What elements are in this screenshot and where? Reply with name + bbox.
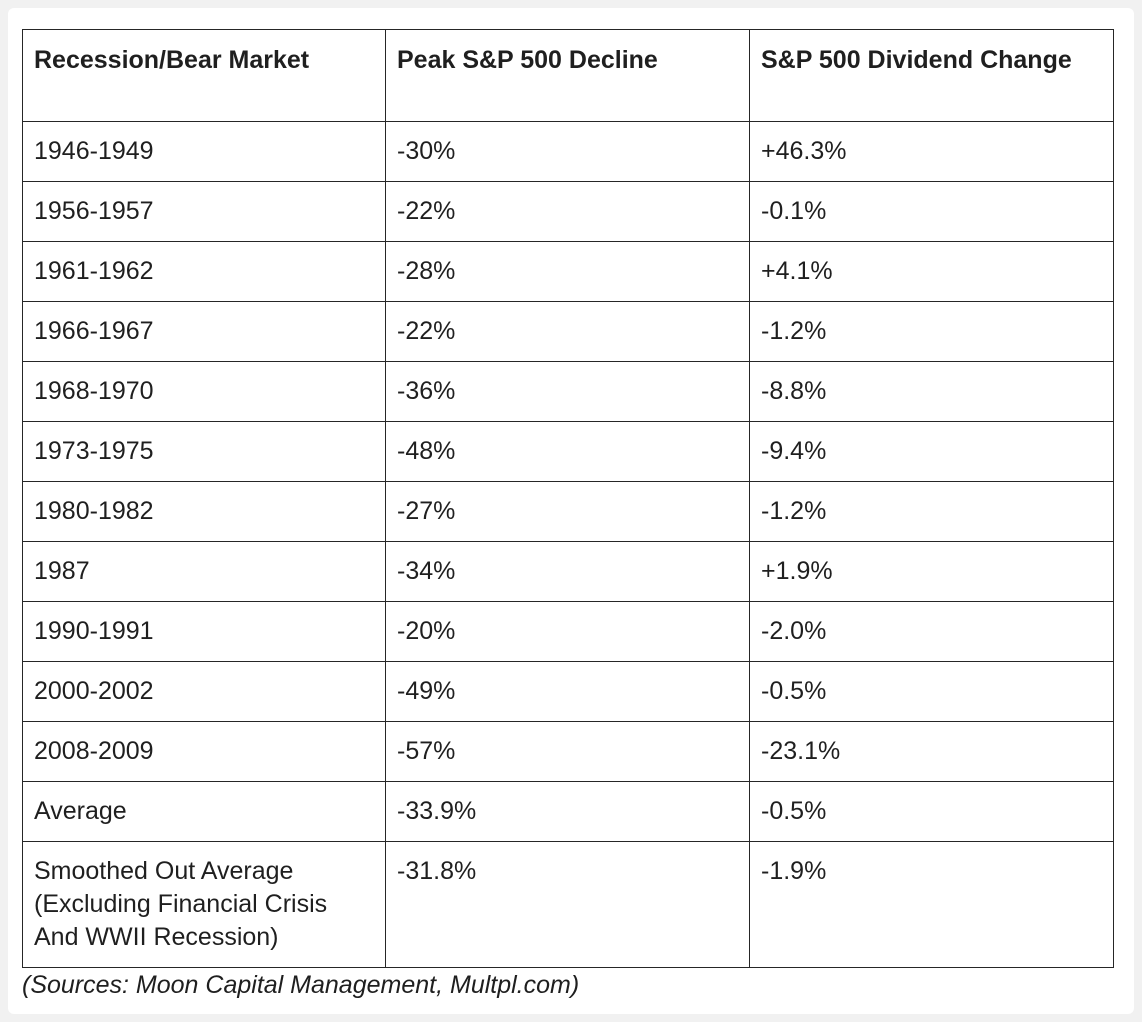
cell-period: Average (22, 781, 386, 842)
table-row: 1990-1991 -20% -2.0% (22, 601, 1114, 662)
cell-dividend-change: -0.5% (749, 661, 1114, 722)
cell-dividend-change: -0.5% (749, 781, 1114, 842)
table-row: 2000-2002 -49% -0.5% (22, 661, 1114, 722)
cell-peak-decline: -22% (385, 181, 750, 242)
cell-peak-decline: -28% (385, 241, 750, 302)
table-row: 1968-1970 -36% -8.8% (22, 361, 1114, 422)
source-note: (Sources: Moon Capital Management, Multp… (22, 971, 580, 999)
header-dividend-change: S&P 500 Dividend Change (749, 29, 1114, 122)
cell-dividend-change: -1.2% (749, 301, 1114, 362)
table-row: 1987 -34% +1.9% (22, 541, 1114, 602)
cell-peak-decline: -30% (385, 121, 750, 182)
cell-peak-decline: -48% (385, 421, 750, 482)
cell-dividend-change: -1.9% (749, 841, 1114, 968)
table-row: 1956-1957 -22% -0.1% (22, 181, 1114, 242)
table-row: 1980-1982 -27% -1.2% (22, 481, 1114, 542)
cell-peak-decline: -20% (385, 601, 750, 662)
table-row: 2008-2009 -57% -23.1% (22, 721, 1114, 782)
cell-peak-decline: -33.9% (385, 781, 750, 842)
header-peak-decline: Peak S&P 500 Decline (385, 29, 750, 122)
cell-period: 1980-1982 (22, 481, 386, 542)
cell-dividend-change: -0.1% (749, 181, 1114, 242)
cell-peak-decline: -27% (385, 481, 750, 542)
cell-period: Smoothed Out Average (Excluding Financia… (22, 841, 386, 968)
table-row: 1966-1967 -22% -1.2% (22, 301, 1114, 362)
cell-dividend-change: -9.4% (749, 421, 1114, 482)
cell-dividend-change: +1.9% (749, 541, 1114, 602)
cell-peak-decline: -57% (385, 721, 750, 782)
cell-dividend-change: -8.8% (749, 361, 1114, 422)
cell-period: 1966-1967 (22, 301, 386, 362)
cell-dividend-change: -23.1% (749, 721, 1114, 782)
average-row: Average -33.9% -0.5% (22, 781, 1114, 842)
cell-period: 1961-1962 (22, 241, 386, 302)
header-recession-bear-market: Recession/Bear Market (22, 29, 386, 122)
cell-period: 2008-2009 (22, 721, 386, 782)
cell-period: 1990-1991 (22, 601, 386, 662)
table-row: 1973-1975 -48% -9.4% (22, 421, 1114, 482)
cell-peak-decline: -34% (385, 541, 750, 602)
cell-peak-decline: -31.8% (385, 841, 750, 968)
cell-peak-decline: -36% (385, 361, 750, 422)
cell-period: 1973-1975 (22, 421, 386, 482)
cell-dividend-change: -2.0% (749, 601, 1114, 662)
table-row: 1961-1962 -28% +4.1% (22, 241, 1114, 302)
smoothed-average-row: Smoothed Out Average (Excluding Financia… (22, 841, 1114, 968)
cell-peak-decline: -49% (385, 661, 750, 722)
cell-dividend-change: -1.2% (749, 481, 1114, 542)
cell-dividend-change: +4.1% (749, 241, 1114, 302)
cell-period: 1946-1949 (22, 121, 386, 182)
cell-period: 1968-1970 (22, 361, 386, 422)
table-row: 1946-1949 -30% +46.3% (22, 121, 1114, 182)
cell-period: 2000-2002 (22, 661, 386, 722)
cell-peak-decline: -22% (385, 301, 750, 362)
cell-dividend-change: +46.3% (749, 121, 1114, 182)
table-header-row: Recession/Bear Market Peak S&P 500 Decli… (22, 29, 1114, 122)
cell-period: 1987 (22, 541, 386, 602)
recession-dividend-table: Recession/Bear Market Peak S&P 500 Decli… (22, 29, 1114, 968)
cell-period: 1956-1957 (22, 181, 386, 242)
